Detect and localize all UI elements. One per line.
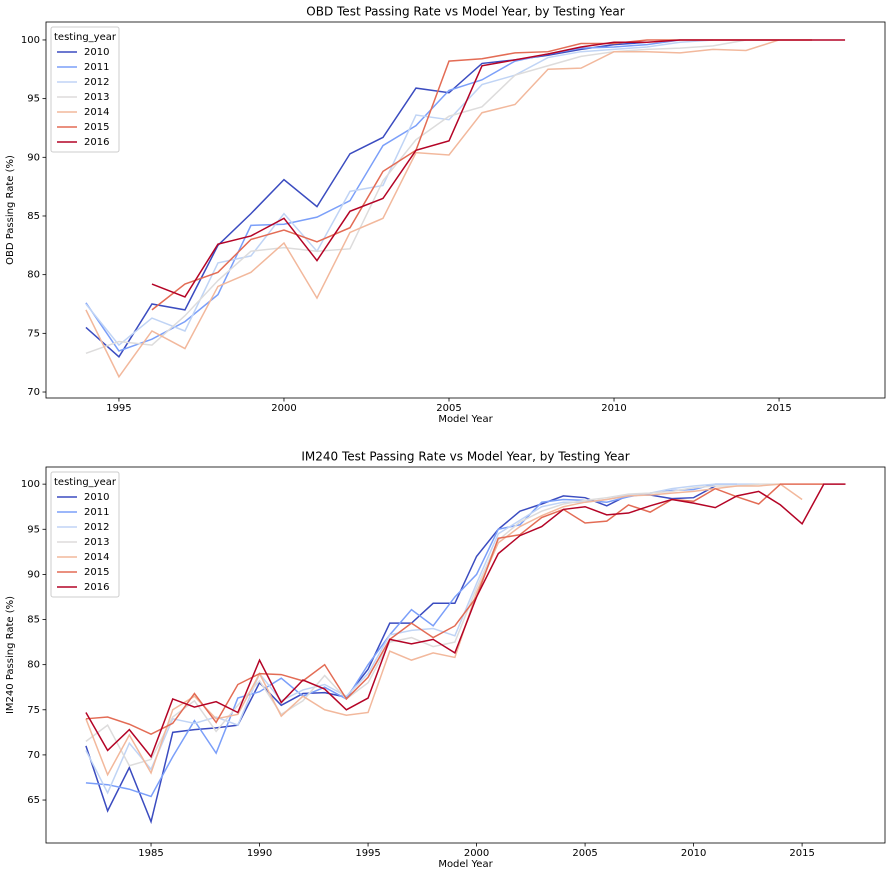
chart-title: OBD Test Passing Rate vs Model Year, by … — [306, 5, 624, 19]
series-line — [85, 483, 824, 735]
series-line — [85, 485, 716, 825]
legend-box — [50, 471, 120, 598]
x-tick-label: 2000 — [464, 848, 489, 859]
y-tick-label: 80 — [27, 660, 40, 671]
x-tick-label: 2005 — [572, 848, 597, 859]
series-line — [85, 483, 803, 777]
plot-frame — [45, 466, 886, 844]
series-line — [85, 39, 714, 347]
legend-label: 2010 — [84, 47, 109, 58]
series-line — [85, 483, 737, 798]
x-tick-label: 1995 — [355, 848, 380, 859]
y-tick-label: 100 — [21, 479, 40, 490]
x-tick-label: 2015 — [789, 848, 814, 859]
legend-title: testing_year — [54, 477, 117, 488]
chart-title: IM240 Test Passing Rate vs Model Year, b… — [301, 450, 629, 464]
legend: testing_year 2010 2011 2012 2013 2014 2015 2016 — [50, 26, 120, 153]
legend-label: 2012 — [84, 77, 109, 88]
legend-label: 2012 — [84, 522, 109, 533]
y-axis-label: OBD Passing Rate (%) — [5, 155, 16, 265]
x-tick-label: 2015 — [766, 403, 791, 414]
legend-title: testing_year — [54, 32, 117, 43]
legend-label: 2015 — [84, 122, 109, 133]
y-tick-label: 80 — [27, 270, 40, 281]
legend-box — [50, 26, 120, 153]
x-tick-label: 2005 — [436, 403, 461, 414]
x-axis-label: Model Year — [438, 414, 493, 425]
legend-label: 2010 — [84, 492, 109, 503]
y-tick-label: 65 — [27, 795, 40, 806]
legend-label: 2015 — [84, 567, 109, 578]
x-tick-label: 1985 — [138, 848, 163, 859]
legend-label: 2011 — [84, 507, 109, 518]
y-tick-label: 95 — [27, 94, 40, 105]
legend: testing_year 2010 2011 2012 2013 2014 2015 2016 — [50, 471, 120, 598]
plot-frame — [45, 21, 886, 399]
y-tick-label: 85 — [27, 615, 40, 626]
x-tick-label: 1990 — [247, 848, 272, 859]
y-tick-label: 90 — [27, 152, 40, 163]
y-tick-label: 75 — [27, 328, 40, 339]
series-line — [85, 39, 681, 352]
x-tick-label: 1995 — [106, 403, 131, 414]
x-tick-label: 2010 — [601, 403, 626, 414]
y-tick-label: 75 — [27, 705, 40, 716]
y-tick-label: 90 — [27, 569, 40, 580]
series-line — [85, 39, 780, 379]
legend-label: 2011 — [84, 62, 109, 73]
legend-label: 2013 — [84, 537, 109, 548]
y-tick-label: 70 — [27, 387, 40, 398]
legend-label: 2013 — [84, 92, 109, 103]
x-axis-label: Model Year — [438, 859, 493, 870]
x-tick-label: 2010 — [681, 848, 706, 859]
y-tick-label: 100 — [21, 35, 40, 46]
series-line — [85, 483, 781, 767]
series-line — [85, 483, 759, 795]
series-line — [85, 39, 747, 354]
series-line — [85, 483, 846, 759]
y-axis-label: IM240 Passing Rate (%) — [5, 596, 16, 714]
legend-label: 2014 — [84, 552, 109, 563]
legend-label: 2016 — [84, 582, 109, 593]
legend-label: 2014 — [84, 107, 109, 118]
series-line — [85, 41, 648, 358]
x-tick-label: 2000 — [271, 403, 296, 414]
y-tick-label: 95 — [27, 524, 40, 535]
series-line — [151, 39, 846, 298]
y-tick-label: 85 — [27, 211, 40, 222]
y-tick-label: 70 — [27, 750, 40, 761]
legend-label: 2016 — [84, 137, 109, 148]
